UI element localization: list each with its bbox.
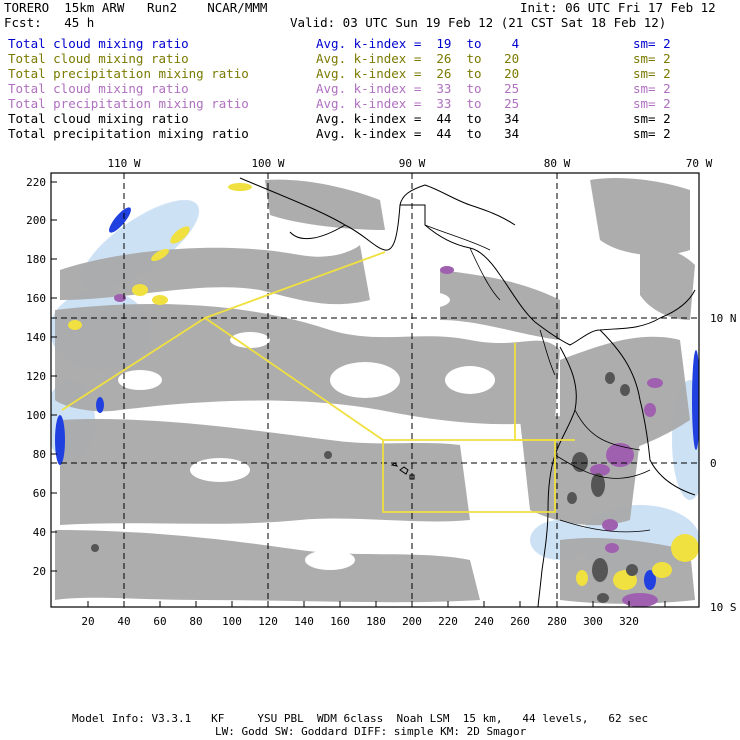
x-label: 240 [474,615,494,628]
y-label: 180 [26,253,46,266]
high-kindex-cloud [55,207,699,590]
lon-label: 80 W [544,157,571,170]
x-label: 140 [294,615,314,628]
plot-frame [50,172,700,608]
lon-label: 70 W [686,157,713,170]
forecast-hour: Fcst: 45 h [4,15,95,30]
legend-kindex: Avg. k-index = 26 to 20 [316,66,520,81]
legend-kindex: Avg. k-index = 19 to 4 [316,36,520,51]
x-label: 300 [583,615,603,628]
lon-label: 110 W [107,157,140,170]
y-label: 20 [33,565,46,578]
lon-label: 90 W [399,157,426,170]
legend-kindex: Avg. k-index = 26 to 20 [316,51,520,66]
legend-sm: sm= 2 [633,111,671,126]
x-label: 120 [258,615,278,628]
legend-sm: sm= 2 [633,81,671,96]
precip-field [114,266,663,607]
clear-areas [118,292,518,570]
x-label: 260 [510,615,530,628]
nested-domain-outline [61,251,575,513]
left-ticks [51,181,57,572]
y-label: 120 [26,370,46,383]
x-label: 160 [330,615,350,628]
init-time: Init: 06 UTC Fri 17 Feb 12 [520,0,716,15]
legend-field: Total cloud mixing ratio [8,36,189,51]
legend-sm: sm= 2 [633,51,671,66]
y-label: 140 [26,331,46,344]
right-lat-labels: 10 N 0 10 S [710,312,737,614]
model-info: Model Info: V3.3.1 KF YSU PBL WDM 6class… [72,712,649,725]
lat-label: 0 [710,457,717,470]
y-label: 100 [26,409,46,422]
x-label: 80 [189,615,202,628]
x-label: 200 [402,615,422,628]
x-label: 60 [153,615,166,628]
valid-time: Valid: 03 UTC Sun 19 Feb 12 (21 CST Sat … [290,15,667,30]
legend-field: Total cloud mixing ratio [8,111,189,126]
legend-field: Total cloud mixing ratio [8,81,189,96]
political-boundaries [424,224,651,533]
legend-field: Total precipitation mixing ratio [8,126,249,141]
bottom-ticks [87,601,666,607]
legend-kindex: Avg. k-index = 33 to 25 [316,81,520,96]
coastlines [239,177,696,607]
x-label: 100 [222,615,242,628]
legend-sm: sm= 2 [633,36,671,51]
lat-label: 10 S [710,601,737,614]
model-title: TORERO 15km ARW Run2 NCAR/MMM [4,0,268,15]
x-label: 180 [366,615,386,628]
physics-info: LW: Godd SW: Goddard DIFF: simple KM: 2D… [215,725,527,738]
y-label: 40 [33,526,46,539]
y-label: 160 [26,292,46,305]
legend-field: Total cloud mixing ratio [8,51,189,66]
bottom-x-labels: 20 40 60 80 100 120 140 160 180 200 220 … [81,615,639,628]
x-label: 20 [81,615,94,628]
y-label: 220 [26,176,46,189]
x-label: 280 [547,615,567,628]
y-label: 80 [33,448,46,461]
x-label: 220 [438,615,458,628]
legend-kindex: Avg. k-index = 44 to 34 [316,126,520,141]
lat-label: 10 N [710,312,737,325]
legend-sm: sm= 2 [633,96,671,111]
y-label: 60 [33,487,46,500]
legend-kindex: Avg. k-index = 44 to 34 [316,111,520,126]
left-y-labels: 220 200 180 160 140 120 100 80 60 40 20 [26,176,46,578]
legend-kindex: Avg. k-index = 33 to 25 [316,96,520,111]
legend-sm: sm= 2 [633,66,671,81]
y-label: 200 [26,214,46,227]
heavy-precip-cores [91,372,638,603]
x-label: 320 [619,615,639,628]
top-lon-labels: 110 W 100 W 90 W 80 W 70 W [107,157,712,170]
lon-label: 100 W [251,157,284,170]
legend-field: Total precipitation mixing ratio [8,96,249,111]
legend-field: Total precipitation mixing ratio [8,66,249,81]
lat-lon-grid [51,173,699,607]
legend-sm: sm= 2 [633,126,671,141]
x-label: 40 [117,615,130,628]
